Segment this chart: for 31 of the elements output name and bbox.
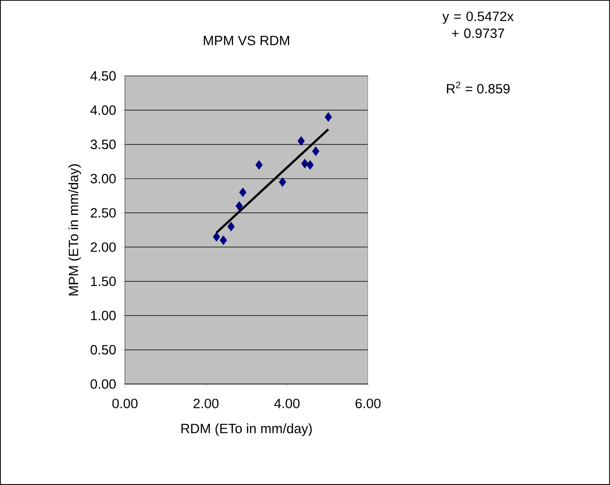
y-tick-label: 2.00 [90,242,116,252]
y-tick-label: 4.00 [90,105,116,115]
point [212,232,220,242]
y-tick-label: 0.00 [90,379,116,389]
point [298,136,305,146]
point [220,235,228,246]
y-tick-label: 1.00 [91,310,116,320]
x-tick-label: 0.00 [112,398,138,408]
point [239,188,246,198]
x-tick-label: 2.00 [194,398,219,408]
point [324,112,332,122]
y-tick-label: 1.50 [91,276,116,286]
y-tick-label: 4.50 [90,71,116,81]
y-tick-label: 2.50 [90,208,116,218]
x-axis-title: RDM (ETo in mm/day) [181,423,312,436]
point [301,158,308,168]
point [278,177,286,187]
point [236,201,243,211]
point [255,160,263,170]
y-tick-label: 3.50 [90,140,116,150]
x-tick-label: 6.00 [356,398,381,408]
text: R$^{2}$ = 0.859 [446,82,510,94]
y-tick-label: 3.00 [90,174,116,184]
y-axis-title: MPM (ETo in mm/day) [68,164,81,296]
point [227,222,235,232]
y-tick-label: 0.50 [90,345,116,355]
point [312,146,320,156]
chart-title: MPM VS RDM [204,36,290,46]
point [306,160,314,170]
text: y = 0.5472x + 0.9737 [442,12,514,38]
x-tick-label: 4.00 [274,398,300,408]
